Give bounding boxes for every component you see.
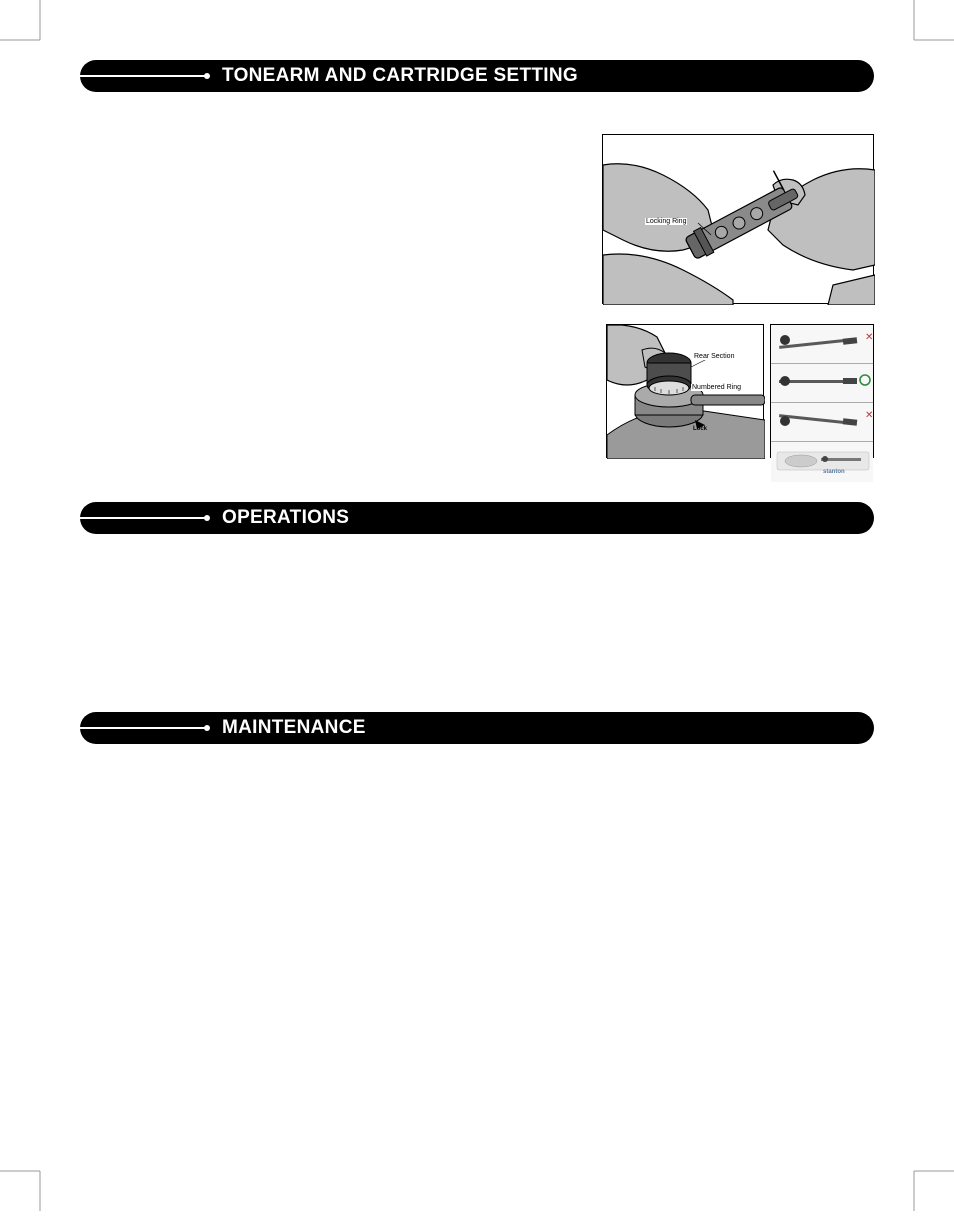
figure-counterweight: Rear Section Numbered Ring Lock bbox=[606, 324, 764, 458]
maintenance-body bbox=[80, 762, 874, 1182]
operations-body bbox=[80, 552, 874, 662]
header-pill-line bbox=[74, 727, 208, 729]
crop-mark-br bbox=[894, 1151, 954, 1211]
section-header-operations: OPERATIONS bbox=[80, 502, 874, 534]
section-title: MAINTENANCE bbox=[222, 717, 366, 739]
label-rear-section: Rear Section bbox=[693, 353, 735, 360]
figure-headshell: Locking Ring bbox=[602, 134, 874, 304]
balance-state-2 bbox=[771, 364, 873, 403]
status-x-icon: ✕ bbox=[865, 410, 873, 421]
counterweight-diagram-svg bbox=[607, 325, 765, 459]
header-pill-line bbox=[74, 517, 208, 519]
crop-mark-tl bbox=[0, 0, 60, 60]
crop-mark-bl bbox=[0, 1151, 60, 1211]
label-lock: Lock bbox=[692, 426, 708, 432]
balance-state-3: ✕ bbox=[771, 403, 873, 442]
section-header-maintenance: MAINTENANCE bbox=[80, 712, 874, 744]
balance-state-1: ✕ bbox=[771, 325, 873, 364]
status-o-icon bbox=[860, 375, 870, 385]
crop-mark-tr bbox=[894, 0, 954, 60]
balance-state-4: stanton bbox=[771, 442, 873, 482]
figure-row-1: Locking Ring bbox=[80, 134, 874, 304]
section-title: TONEARM AND CARTRIDGE SETTING bbox=[222, 65, 578, 87]
status-x-icon: ✕ bbox=[865, 332, 873, 343]
label-numbered-ring: Numbered Ring bbox=[691, 384, 742, 391]
header-pill-dot bbox=[204, 725, 210, 731]
headshell-diagram-svg bbox=[603, 135, 875, 305]
header-pill-line bbox=[74, 75, 208, 77]
header-pill-dot bbox=[204, 73, 210, 79]
label-locking-ring: Locking Ring bbox=[645, 218, 687, 225]
section-header-tonearm: TONEARM AND CARTRIDGE SETTING bbox=[80, 60, 874, 92]
brand-text: stanton bbox=[823, 469, 845, 475]
header-pill-dot bbox=[204, 515, 210, 521]
figure-balance-states: ✕ ✕ bbox=[770, 324, 874, 458]
figure-row-2: Rear Section Numbered Ring Lock ✕ bbox=[80, 324, 874, 458]
section-title: OPERATIONS bbox=[222, 507, 349, 529]
page-content: TONEARM AND CARTRIDGE SETTING bbox=[0, 0, 954, 1222]
